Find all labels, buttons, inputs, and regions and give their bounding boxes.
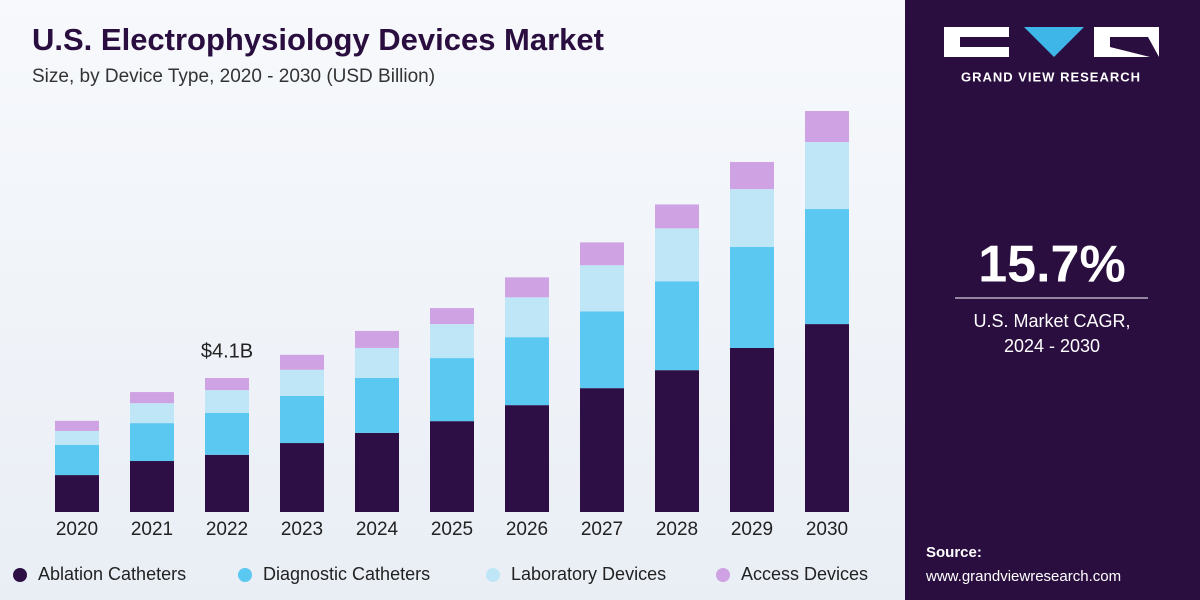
x-tick-label: 2029 (731, 519, 773, 540)
bar-segment (280, 369, 324, 396)
bar-segment (280, 443, 324, 512)
bar-segment (55, 420, 99, 431)
legend-label: Laboratory Devices (511, 564, 666, 584)
bar-segment (430, 421, 474, 512)
legend-marker (238, 568, 252, 582)
bar-segment (505, 405, 549, 512)
cagr-label: 2024 - 2030 (1004, 336, 1100, 356)
bar-segment (655, 204, 699, 229)
legend-marker (13, 568, 27, 582)
brand-name: GRAND VIEW RESEARCH (961, 69, 1141, 84)
bar-segment (730, 189, 774, 247)
source-label: Source: (926, 544, 982, 561)
x-tick-label: 2020 (56, 519, 98, 540)
bar-segment (205, 412, 249, 455)
bar-segment (580, 265, 624, 312)
bar-segment (355, 330, 399, 348)
logo-cut (1110, 37, 1159, 57)
x-tick-label: 2021 (131, 519, 173, 540)
cagr-label: U.S. Market CAGR, (973, 311, 1130, 331)
bar-segment (805, 324, 849, 512)
bar-segment (280, 395, 324, 444)
bar-segment (55, 445, 99, 476)
bar-segment (355, 347, 399, 379)
cagr-value: 15.7% (978, 236, 1125, 294)
bar-segment (505, 277, 549, 298)
bar-segment (430, 308, 474, 325)
bar-segment (655, 370, 699, 512)
side-panel (905, 0, 1200, 600)
bar-segment (580, 242, 624, 266)
x-tick-label: 2027 (581, 519, 623, 540)
legend-marker (716, 568, 730, 582)
x-tick-label: 2022 (206, 519, 248, 540)
x-tick-label: 2026 (506, 519, 548, 540)
legend-label: Diagnostic Catheters (263, 564, 430, 584)
logo-cut (960, 37, 1009, 47)
source-url: www.grandviewresearch.com (925, 568, 1121, 585)
bar-segment (280, 354, 324, 370)
bar-segment (55, 430, 99, 446)
bar-segment (355, 378, 399, 433)
bar-segment (130, 403, 174, 424)
bar-segment (505, 297, 549, 338)
bar-segment (805, 142, 849, 210)
bar-segment (130, 461, 174, 512)
bar-segment (580, 311, 624, 389)
bar-segment (805, 111, 849, 143)
bar-segment (730, 347, 774, 512)
chart-title: U.S. Electrophysiology Devices Market (32, 22, 604, 57)
legend-label: Access Devices (741, 564, 868, 584)
bar-segment (730, 246, 774, 348)
bar-segment (130, 423, 174, 462)
bar-segment (805, 209, 849, 325)
legend-label: Ablation Catheters (38, 564, 186, 584)
bar-segment (430, 358, 474, 422)
logo: GRAND VIEW RESEARCH (944, 27, 1159, 84)
bar-segment (205, 378, 249, 391)
x-tick-label: 2025 (431, 519, 473, 540)
bar-segment (130, 392, 174, 404)
bar-segment (655, 281, 699, 371)
x-tick-label: 2030 (806, 519, 848, 540)
bar-segment (55, 475, 99, 512)
bar-segment (505, 337, 549, 406)
bar-segment (430, 324, 474, 359)
legend-marker (486, 568, 500, 582)
bar-segment (355, 432, 399, 512)
chart-subtitle: Size, by Device Type, 2020 - 2030 (USD B… (32, 66, 435, 87)
x-tick-label: 2028 (656, 519, 698, 540)
bar-segment (655, 228, 699, 282)
bar-segment (205, 390, 249, 413)
x-tick-label: 2024 (356, 519, 399, 540)
x-tick-label: 2023 (281, 519, 323, 540)
bar-segment (580, 388, 624, 512)
bar-segment (205, 454, 249, 512)
logo-triangle (1024, 27, 1084, 57)
annotation: $4.1B (201, 340, 253, 362)
bar-segment (730, 161, 774, 190)
